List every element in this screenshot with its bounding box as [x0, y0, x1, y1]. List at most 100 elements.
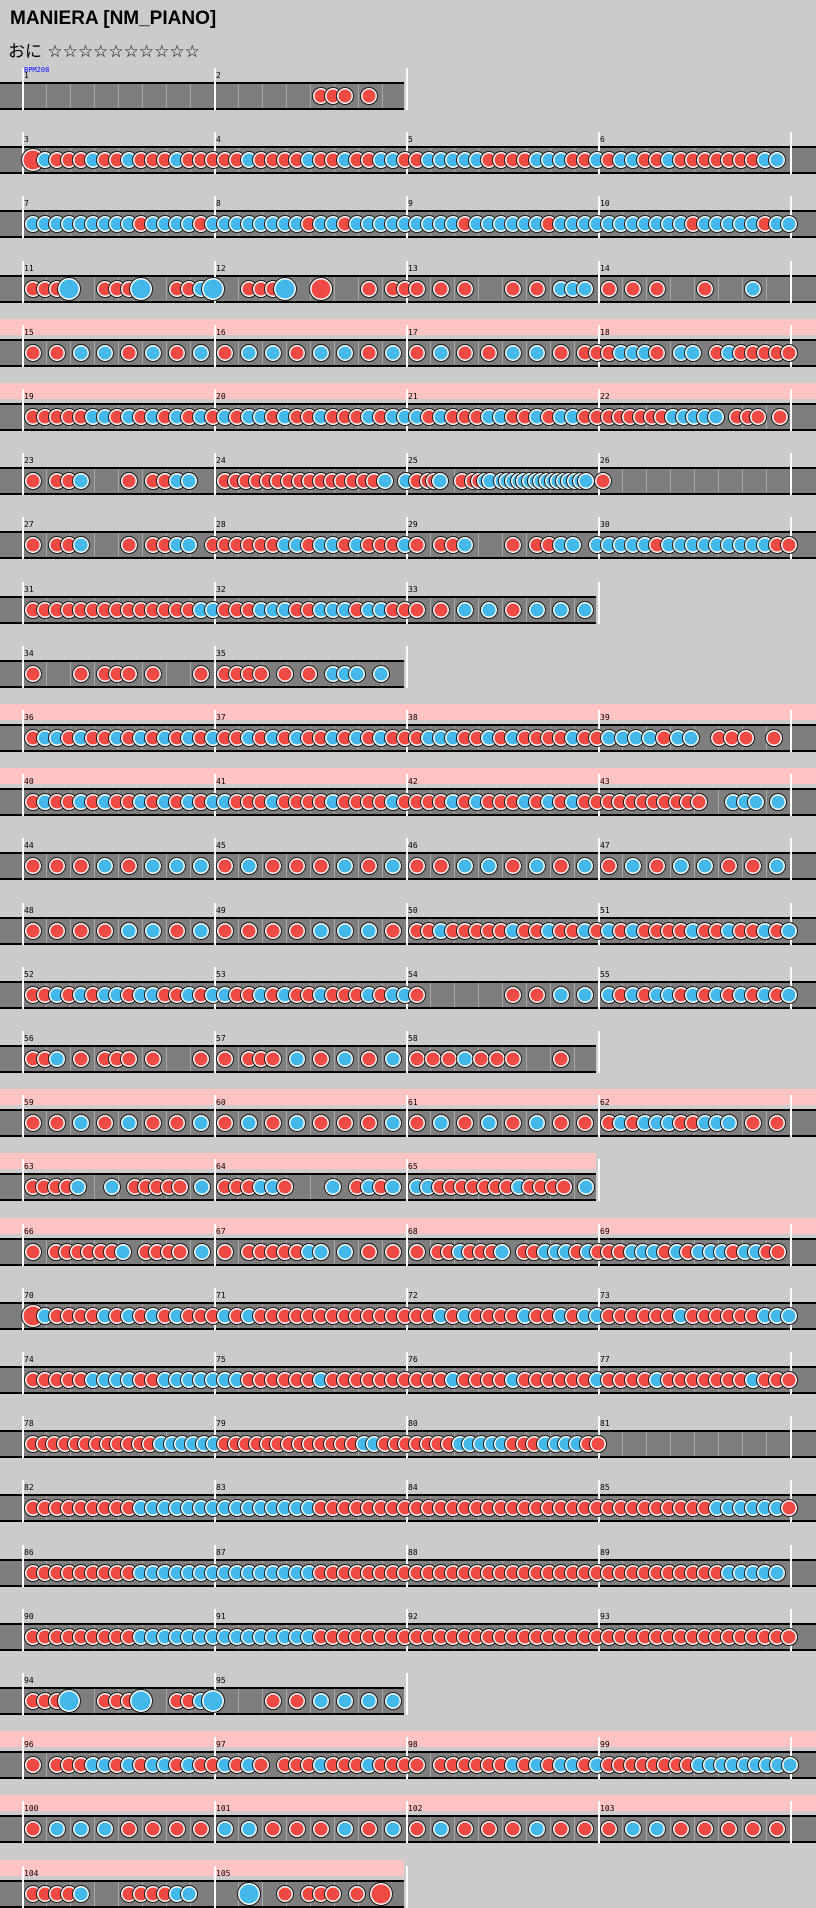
beat-line	[502, 341, 503, 365]
ka-note	[120, 922, 138, 940]
beat-line	[46, 854, 47, 878]
big-ka-note	[201, 1689, 225, 1713]
don-note	[780, 344, 798, 362]
beat-line	[574, 854, 575, 878]
ka-note	[144, 344, 162, 362]
don-note	[216, 922, 234, 940]
don-note	[252, 665, 270, 683]
measure-line	[790, 1545, 792, 1587]
measure-line	[214, 646, 216, 688]
ka-note	[192, 1114, 210, 1132]
measure-number: 103	[600, 1804, 615, 1813]
don-note	[648, 857, 666, 875]
measure-line	[22, 582, 24, 624]
beat-line	[238, 1047, 239, 1071]
don-note	[168, 1114, 186, 1132]
beat-line	[358, 1240, 359, 1264]
measure-number: 100	[24, 1804, 39, 1813]
beat-line	[166, 919, 167, 943]
beat-line	[430, 1817, 431, 1841]
measure-number: 32	[216, 585, 226, 594]
beat-line	[142, 84, 143, 108]
ka-note	[180, 536, 198, 554]
ka-note	[180, 472, 198, 490]
beat-line	[190, 662, 191, 686]
measure-number: 26	[600, 456, 610, 465]
beat-line	[454, 1111, 455, 1135]
measure-line	[790, 453, 792, 495]
beat-line	[166, 341, 167, 365]
don-note	[288, 922, 306, 940]
ka-note	[120, 1114, 138, 1132]
beat-line	[262, 1882, 263, 1906]
beat-line	[646, 854, 647, 878]
beat-line	[94, 84, 95, 108]
beat-line	[94, 533, 95, 557]
ka-note	[240, 344, 258, 362]
don-note	[240, 922, 258, 940]
measure-number: 63	[24, 1162, 34, 1171]
don-note	[408, 344, 426, 362]
measure-number: 87	[216, 1548, 226, 1557]
measure-number: 72	[408, 1291, 418, 1300]
beat-line	[334, 1111, 335, 1135]
don-note	[192, 665, 210, 683]
beat-line	[286, 1047, 287, 1071]
measure-number: 9	[408, 199, 413, 208]
beat-line	[166, 84, 167, 108]
beat-line	[646, 469, 647, 493]
don-note	[360, 1820, 378, 1838]
measure-number: 11	[24, 264, 34, 273]
don-note	[72, 857, 90, 875]
measure-number: 41	[216, 777, 226, 786]
beat-line	[694, 469, 695, 493]
beat-line	[718, 277, 719, 301]
don-note	[120, 536, 138, 554]
measure-number: 99	[600, 1740, 610, 1749]
ka-note	[384, 1114, 402, 1132]
beat-line	[574, 1111, 575, 1135]
beat-line	[478, 533, 479, 557]
measure-line	[406, 325, 408, 367]
don-note	[336, 1114, 354, 1132]
beat-line	[358, 919, 359, 943]
don-note	[264, 922, 282, 940]
measure-number: 40	[24, 777, 34, 786]
beat-line	[286, 854, 287, 878]
beat-line	[286, 1817, 287, 1841]
beat-line	[46, 469, 47, 493]
ka-note	[744, 280, 762, 298]
don-note	[504, 280, 522, 298]
measure-number: 102	[408, 1804, 423, 1813]
beat-line	[118, 341, 119, 365]
ka-note	[312, 1243, 330, 1261]
measure-line	[406, 68, 408, 110]
beat-line	[310, 1817, 311, 1841]
measure-line	[22, 196, 24, 238]
beat-line	[118, 469, 119, 493]
beat-line	[526, 341, 527, 365]
beat-line	[70, 1111, 71, 1135]
measure-number: 101	[216, 1804, 231, 1813]
don-note	[672, 1820, 690, 1838]
don-note	[264, 857, 282, 875]
ka-note	[264, 344, 282, 362]
ka-note	[768, 1564, 786, 1582]
don-note	[72, 1050, 90, 1068]
beat-line	[118, 919, 119, 943]
beat-line	[334, 341, 335, 365]
ka-note	[96, 1820, 114, 1838]
ka-note	[348, 665, 366, 683]
measure-line	[214, 68, 216, 110]
beat-line	[478, 277, 479, 301]
don-note	[216, 1114, 234, 1132]
beat-line	[382, 1240, 383, 1264]
beat-line	[526, 533, 527, 557]
don-note	[312, 857, 330, 875]
beat-line	[646, 1817, 647, 1841]
beat-line	[550, 277, 551, 301]
don-note	[749, 408, 768, 426]
beat-line	[718, 1432, 719, 1456]
beat-line	[262, 341, 263, 365]
beat-line	[502, 598, 503, 622]
